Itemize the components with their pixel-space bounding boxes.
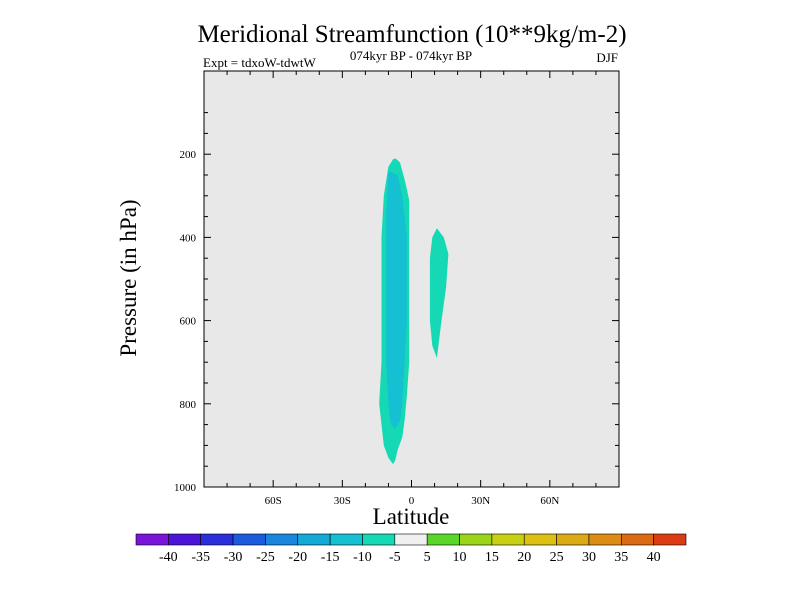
contour-region-1 xyxy=(386,170,407,429)
colorbar-swatch xyxy=(329,533,363,546)
colorbar-swatch xyxy=(620,533,654,546)
colorbar-label: 15 xyxy=(485,550,499,565)
colorbar-swatch xyxy=(200,533,234,546)
y-tick-label: 600 xyxy=(180,316,197,328)
colorbar-label: 25 xyxy=(550,550,564,565)
colorbar-label: -10 xyxy=(353,550,372,565)
contour-region-2 xyxy=(429,228,449,358)
colorbar-swatch xyxy=(265,533,299,546)
y-tick-label: 1000 xyxy=(174,482,197,494)
chart-subtitle-center: 074kyr BP - 074kyr BP xyxy=(350,48,472,63)
colorbar-swatch xyxy=(653,533,687,546)
x-tick-label: 0 xyxy=(409,495,415,507)
colorbar-label: -40 xyxy=(159,550,178,565)
colorbar-swatch xyxy=(523,533,557,546)
chart-subtitle-left: Expt = tdxoW-tdwtW xyxy=(203,55,316,70)
x-tick-label: 60S xyxy=(265,495,282,507)
colorbar-label: -15 xyxy=(321,550,340,565)
colorbar-label: -25 xyxy=(256,550,275,565)
x-tick-label: 30S xyxy=(334,495,351,507)
colorbar-swatch xyxy=(232,533,266,546)
colorbar-label: 30 xyxy=(582,550,596,565)
colorbar-swatch xyxy=(588,533,622,546)
y-tick-label: 200 xyxy=(180,149,197,161)
plot-background xyxy=(204,71,619,487)
colorbar-label: 20 xyxy=(517,550,531,565)
colorbar-swatch xyxy=(135,533,169,546)
colorbar-label: -20 xyxy=(288,550,307,565)
colorbar-swatch xyxy=(459,533,493,546)
x-tick-label: 60N xyxy=(540,495,559,507)
colorbar-label: -30 xyxy=(224,550,243,565)
colorbar-label: 35 xyxy=(614,550,628,565)
colorbar-swatch xyxy=(297,533,331,546)
colorbar-label: 10 xyxy=(453,550,467,565)
plot-area xyxy=(203,70,620,488)
colorbar-swatch xyxy=(168,533,202,546)
y-axis: 200 400 600 800 1000 xyxy=(174,112,619,494)
x-tick-label: 30N xyxy=(471,495,490,507)
colorbar-swatch xyxy=(394,533,428,546)
chart-subtitle-right: DJF xyxy=(596,50,618,65)
y-axis-label: Pressure (in hPa) xyxy=(116,199,141,356)
x-axis-label: Latitude xyxy=(373,504,450,529)
colorbar-swatch xyxy=(426,533,460,546)
colorbar-swatch xyxy=(362,533,396,546)
x-axis: 60S 30S 0 30N 60N xyxy=(226,71,597,507)
colorbar-label: 40 xyxy=(647,550,661,565)
y-tick-label: 800 xyxy=(180,399,197,411)
colorbar-label: -5 xyxy=(389,550,401,565)
y-tick-label: 400 xyxy=(180,232,197,244)
chart-title: Meridional Streamfunction (10**9kg/m-2) xyxy=(197,21,626,48)
colorbar-label: -35 xyxy=(191,550,210,565)
colorbar-label: 5 xyxy=(424,550,431,565)
colorbar-legend: -40 -35 -30 -25 -20 -15 -10 -5 5 10 15 20 25 30 35 40 xyxy=(135,533,687,565)
colorbar-swatch xyxy=(491,533,525,546)
colorbar-swatch xyxy=(556,533,590,546)
